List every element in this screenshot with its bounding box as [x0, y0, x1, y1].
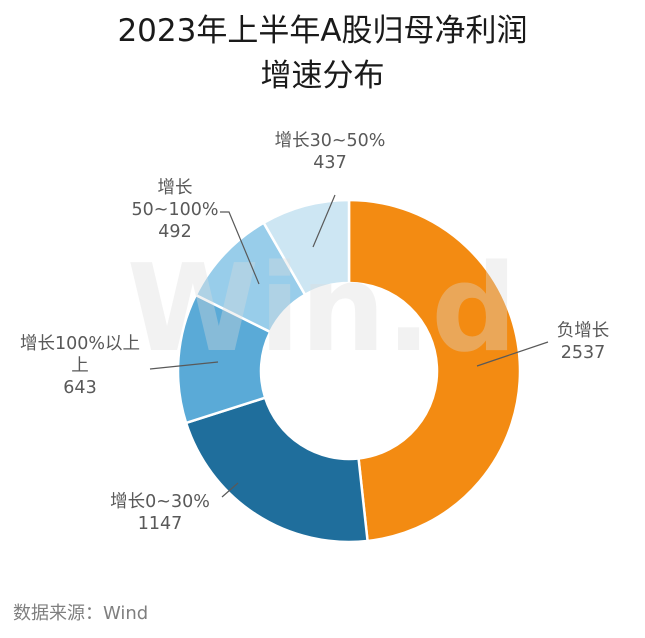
slice-label-2: 增长100%以上上 643 [20, 334, 140, 398]
slice-label-4-line-0: 增长30~50% [275, 131, 386, 151]
leader-line-1 [221, 482, 239, 498]
slice-label-1: 增长0~30% 1147 [110, 492, 210, 534]
slice-label-4: 增长30~50% 437 [275, 131, 386, 173]
watermark-logo: Win.d [127, 240, 517, 379]
chart-title-line-2: 增速分布 [261, 58, 385, 94]
leader-line-0 [476, 341, 549, 367]
slice-label-0-line-1: 2537 [561, 343, 606, 363]
slice-label-1-line-0: 增长0~30% [110, 492, 210, 512]
donut-slice-1 [184, 396, 369, 544]
leader-line-2 [149, 361, 219, 370]
leader-line-3 [220, 211, 260, 285]
slice-label-1-line-1: 1147 [138, 514, 183, 534]
slice-label-2-line-0: 增长100%以上 [20, 334, 140, 354]
slice-label-2-line-1: 上 [71, 356, 89, 376]
slice-label-3-line-2: 492 [158, 222, 191, 242]
donut-slice-4 [261, 198, 351, 297]
leader-line-4 [312, 194, 336, 248]
donut-slices [176, 198, 522, 544]
slice-label-4-line-1: 437 [313, 153, 346, 173]
donut-slice-0 [347, 198, 522, 543]
chart-title-line-1: 2023年上半年A股归母净利润 [117, 13, 527, 49]
slice-label-3: 增长 50~100% 492 [132, 178, 219, 242]
slice-label-2-line-2: 643 [63, 378, 96, 398]
slice-label-0: 负增长 2537 [557, 321, 610, 363]
slice-label-3-line-1: 50~100% [132, 200, 219, 220]
source-note: 数据来源：Wind [13, 603, 148, 624]
slice-label-0-line-0: 负增长 [557, 321, 610, 341]
slice-label-3-line-0: 增长 [158, 178, 193, 198]
